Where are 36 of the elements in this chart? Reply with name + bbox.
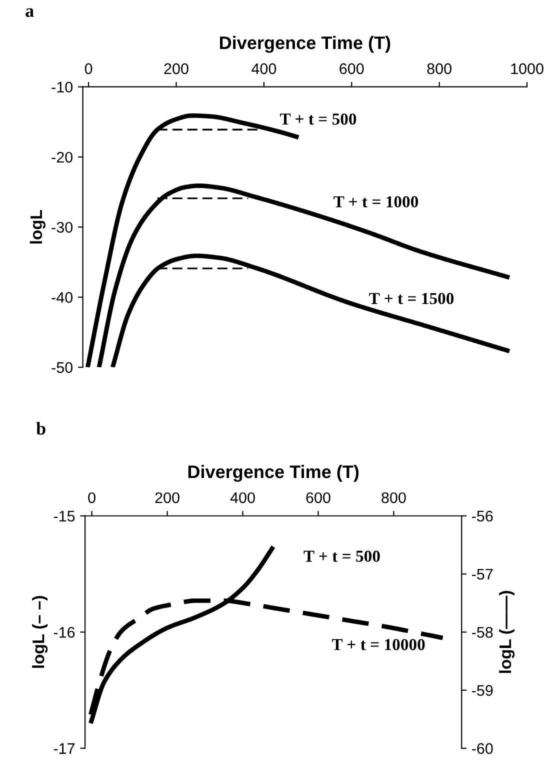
y2-axis-title: logL (——) — [498, 590, 515, 673]
x-tick-label: 200 — [164, 63, 188, 74]
chart-title: a — [26, 8, 34, 17]
x-axis-title: Divergence Time (T) — [220, 36, 390, 53]
y-tick-label: -40 — [52, 292, 73, 303]
series-label: T + t = 10000 — [332, 638, 425, 650]
y2-tick-label: -60 — [472, 743, 493, 754]
x-tick-label: 1000 — [511, 63, 544, 74]
x-tick-label: 600 — [306, 492, 330, 504]
series-label: T + t = 500 — [280, 113, 356, 125]
series-label: T + t = 1000 — [334, 196, 418, 208]
y-tick-label: -20 — [52, 152, 73, 163]
x-tick-label: 800 — [382, 492, 406, 504]
x-tick-label: 0 — [88, 492, 96, 504]
series-label: T + t = 1500 — [369, 292, 454, 304]
y-axis-title: logL (– –) — [32, 596, 48, 668]
y-tick-label: -15 — [54, 510, 75, 522]
x-tick-label: 400 — [252, 63, 276, 74]
y-tick-label: -30 — [52, 222, 73, 233]
y-tick-label: -50 — [52, 362, 73, 373]
x-tick-label: 400 — [230, 492, 255, 504]
x-tick-label: 200 — [155, 492, 180, 504]
y2-tick-label: -57 — [472, 569, 493, 580]
chart-title: b — [36, 422, 46, 435]
y2-tick-label: -59 — [472, 685, 493, 696]
series-label: T + t = 500 — [304, 550, 380, 562]
y-tick-label: -10 — [52, 82, 73, 93]
y2-tick-label: -56 — [472, 510, 493, 522]
x-tick-label: 600 — [340, 63, 364, 74]
y-tick-label: -17 — [54, 743, 75, 754]
x-axis-title: Divergence Time (T) — [188, 464, 359, 482]
x-tick-label: 0 — [84, 63, 92, 74]
y2-tick-label: -58 — [472, 626, 493, 638]
y-axis-title: logL — [30, 210, 46, 244]
x-tick-label: 800 — [427, 63, 452, 74]
y-tick-label: -16 — [54, 626, 75, 638]
